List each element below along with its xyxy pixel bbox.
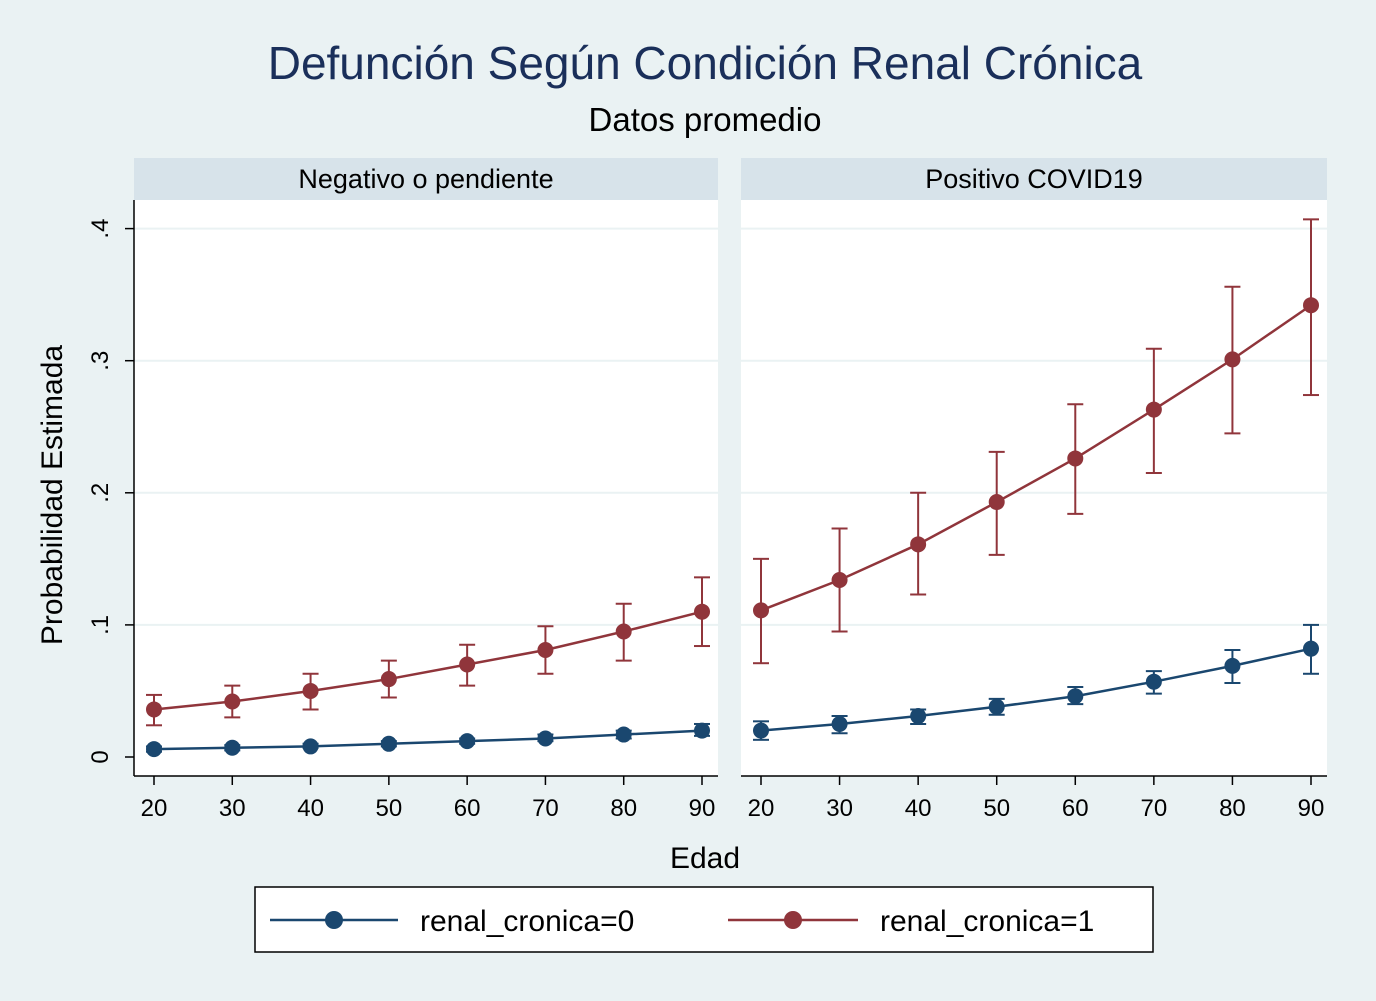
chart-subtitle: Datos promedio [589, 101, 822, 138]
y-tick-label: .3 [87, 351, 114, 371]
data-point [831, 715, 848, 732]
data-point [615, 726, 632, 743]
x-tick-label: 50 [376, 795, 403, 822]
legend-marker [325, 911, 343, 929]
panel-header [134, 158, 718, 200]
series-line [153, 729, 703, 751]
data-point [302, 738, 319, 755]
x-tick-label: 40 [297, 795, 324, 822]
y-axis-label: Probabilidad Estimada [36, 345, 69, 645]
plot-area [134, 200, 718, 776]
data-point [615, 623, 632, 640]
x-tick-label: 80 [610, 795, 637, 822]
series-renal_cronica=1 [146, 576, 710, 727]
chart-title: Defunción Según Condición Renal Crónica [268, 37, 1143, 89]
panel-2: Positivo COVID19 20 30 40 50 60 70 80 90 [741, 158, 1327, 822]
legend: renal_cronica=0 renal_cronica=1 [254, 886, 1154, 953]
x-tick-label: 60 [1062, 795, 1089, 822]
data-point [459, 656, 476, 673]
data-point [224, 739, 241, 756]
legend-marker [784, 911, 802, 929]
panels: Negativo o pendiente 20 30 40 50 60 70 80 90 0 .1.… [87, 158, 1327, 822]
panel-title: Positivo COVID19 [925, 164, 1143, 194]
x-tick-label: 30 [826, 795, 853, 822]
x-tick-label: 60 [454, 795, 481, 822]
x-tick-label: 20 [748, 795, 775, 822]
data-point [146, 741, 162, 758]
series-line [153, 610, 703, 711]
x-tick-label: 90 [689, 795, 716, 822]
data-point [146, 701, 162, 718]
legend-label: renal_cronica=0 [420, 905, 634, 938]
legend-box [254, 886, 1154, 953]
x-tick-label: 80 [1219, 795, 1246, 822]
data-point [910, 708, 927, 725]
data-point [988, 494, 1005, 511]
legend-label: renal_cronica=1 [880, 905, 1094, 938]
legend-item: renal_cronica=0 [270, 905, 634, 938]
data-point [1303, 297, 1319, 314]
y-tick-label: .1 [87, 615, 114, 635]
data-point [224, 693, 241, 710]
series-line [760, 647, 1312, 732]
data-point [694, 722, 710, 739]
series-renal_cronica=0 [146, 722, 710, 758]
panel-1: Negativo o pendiente 20 30 40 50 60 70 80 90 0 .1.… [87, 158, 718, 822]
x-tick-label: 70 [1141, 795, 1168, 822]
plot-area [741, 200, 1327, 776]
data-point [1067, 450, 1084, 467]
data-point [1224, 657, 1241, 674]
x-tick-label: 90 [1298, 795, 1325, 822]
data-point [537, 641, 554, 658]
data-point [380, 671, 397, 688]
data-point [694, 603, 710, 620]
data-point [380, 735, 397, 752]
data-point [910, 536, 927, 553]
y-tick-label: 0 [87, 750, 114, 763]
y-tick-label: .4 [87, 219, 114, 239]
data-point [753, 722, 769, 739]
x-tick-label: 20 [141, 795, 168, 822]
data-point [831, 571, 848, 588]
series-renal_cronica=0 [753, 623, 1319, 741]
data-point [1145, 673, 1162, 690]
data-point [1224, 351, 1241, 368]
data-point [302, 682, 319, 699]
y-tick-label: .2 [87, 483, 114, 503]
data-point [537, 730, 554, 747]
x-tick-label: 30 [219, 795, 246, 822]
data-point [1145, 401, 1162, 418]
panel-header [741, 158, 1327, 200]
legend-item: renal_cronica=1 [728, 905, 1094, 938]
data-point [753, 602, 769, 619]
data-point [988, 698, 1005, 715]
data-point [1067, 688, 1084, 705]
series-line [760, 304, 1312, 612]
panel-title: Negativo o pendiente [298, 164, 553, 194]
data-point [459, 733, 476, 750]
data-point [1303, 640, 1319, 657]
series-renal_cronica=1 [753, 218, 1319, 665]
x-tick-label: 40 [905, 795, 932, 822]
x-tick-label: 70 [532, 795, 559, 822]
x-tick-label: 50 [983, 795, 1010, 822]
x-axis-label: Edad [670, 842, 740, 875]
